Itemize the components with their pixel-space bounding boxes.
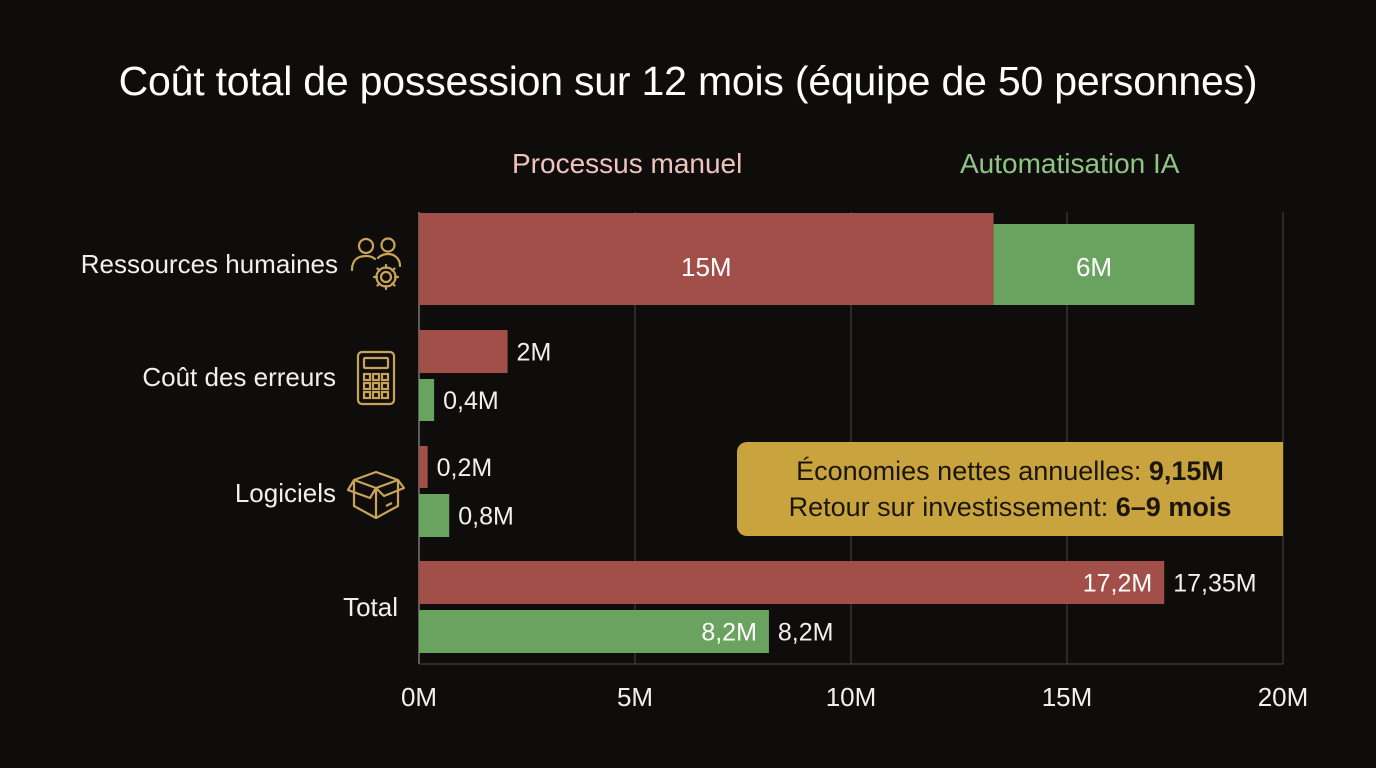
legend-ai: Automatisation IA	[960, 148, 1180, 179]
bar-inside-label-manual-total: 17,2M	[1083, 570, 1152, 598]
callout-roi-value: 6–9 mois	[1115, 492, 1232, 522]
callout-savings-text: Économies nettes annuelles:	[796, 456, 1149, 486]
callout-line-roi: Retour sur investissement: 6–9 mois	[737, 489, 1283, 525]
bar-labels: 15M 6M 2M 0,4M 0,2M 0,8M 17,35M 8,2M 17,2M 8,2M	[437, 252, 1257, 647]
legend-manual: Processus manuel	[512, 148, 743, 179]
category-label-ressources-humaines: Ressources humaines	[80, 249, 338, 279]
callout-roi-text: Retour sur investissement:	[788, 492, 1116, 522]
bar-manual-logiciels	[419, 446, 428, 488]
x-tick-0: 0M	[400, 682, 438, 712]
bar-manual-cout-erreurs	[419, 330, 508, 373]
bar-outside-label-ai-total: 8,2M	[778, 619, 834, 647]
bar-outside-label-manual-logiciels: 0,2M	[437, 454, 493, 482]
bar-label-manual-ressources-humaines: 15M	[681, 252, 732, 282]
category-label-total: Total	[343, 592, 398, 622]
x-tick-5: 5M	[616, 682, 654, 712]
callout-savings-value: 9,15M	[1148, 456, 1224, 486]
bar-label-ai-ressources-humaines: 6M	[1076, 252, 1112, 282]
savings-callout: Économies nettes annuelles: 9,15M Retour…	[737, 442, 1283, 536]
bar-outside-label-ai-cout-erreurs: 0,4M	[443, 387, 499, 415]
x-tick-20: 20M	[1257, 682, 1309, 712]
callout-line-savings: Économies nettes annuelles: 9,15M	[737, 453, 1283, 489]
calculator-icon	[356, 350, 396, 406]
bars	[419, 213, 1195, 653]
bar-inside-label-ai-total: 8,2M	[701, 619, 757, 647]
bar-ai-logiciels	[419, 494, 450, 537]
x-tick-15: 15M	[1041, 682, 1093, 712]
bar-ai-total	[419, 610, 769, 653]
bar-outside-label-ai-logiciels: 0,8M	[458, 503, 514, 531]
bar-manual-ressources-humaines	[419, 213, 994, 305]
bar-ai-cout-erreurs	[419, 379, 435, 421]
bar-outside-label-manual-cout-erreurs: 2M	[517, 339, 552, 367]
category-label-logiciels: Logiciels	[234, 478, 336, 508]
category-label-cout-erreurs: Coût des erreurs	[142, 362, 336, 392]
chart-title: Coût total de possession sur 12 mois (éq…	[118, 58, 1258, 104]
bar-ai-ressources-humaines	[993, 224, 1195, 305]
x-tick-10: 10M	[825, 682, 877, 712]
people-gear-icon	[350, 237, 402, 291]
bar-outside-label-manual-total: 17,35M	[1173, 570, 1256, 598]
bar-manual-total	[419, 561, 1165, 604]
box-icon	[346, 470, 406, 520]
